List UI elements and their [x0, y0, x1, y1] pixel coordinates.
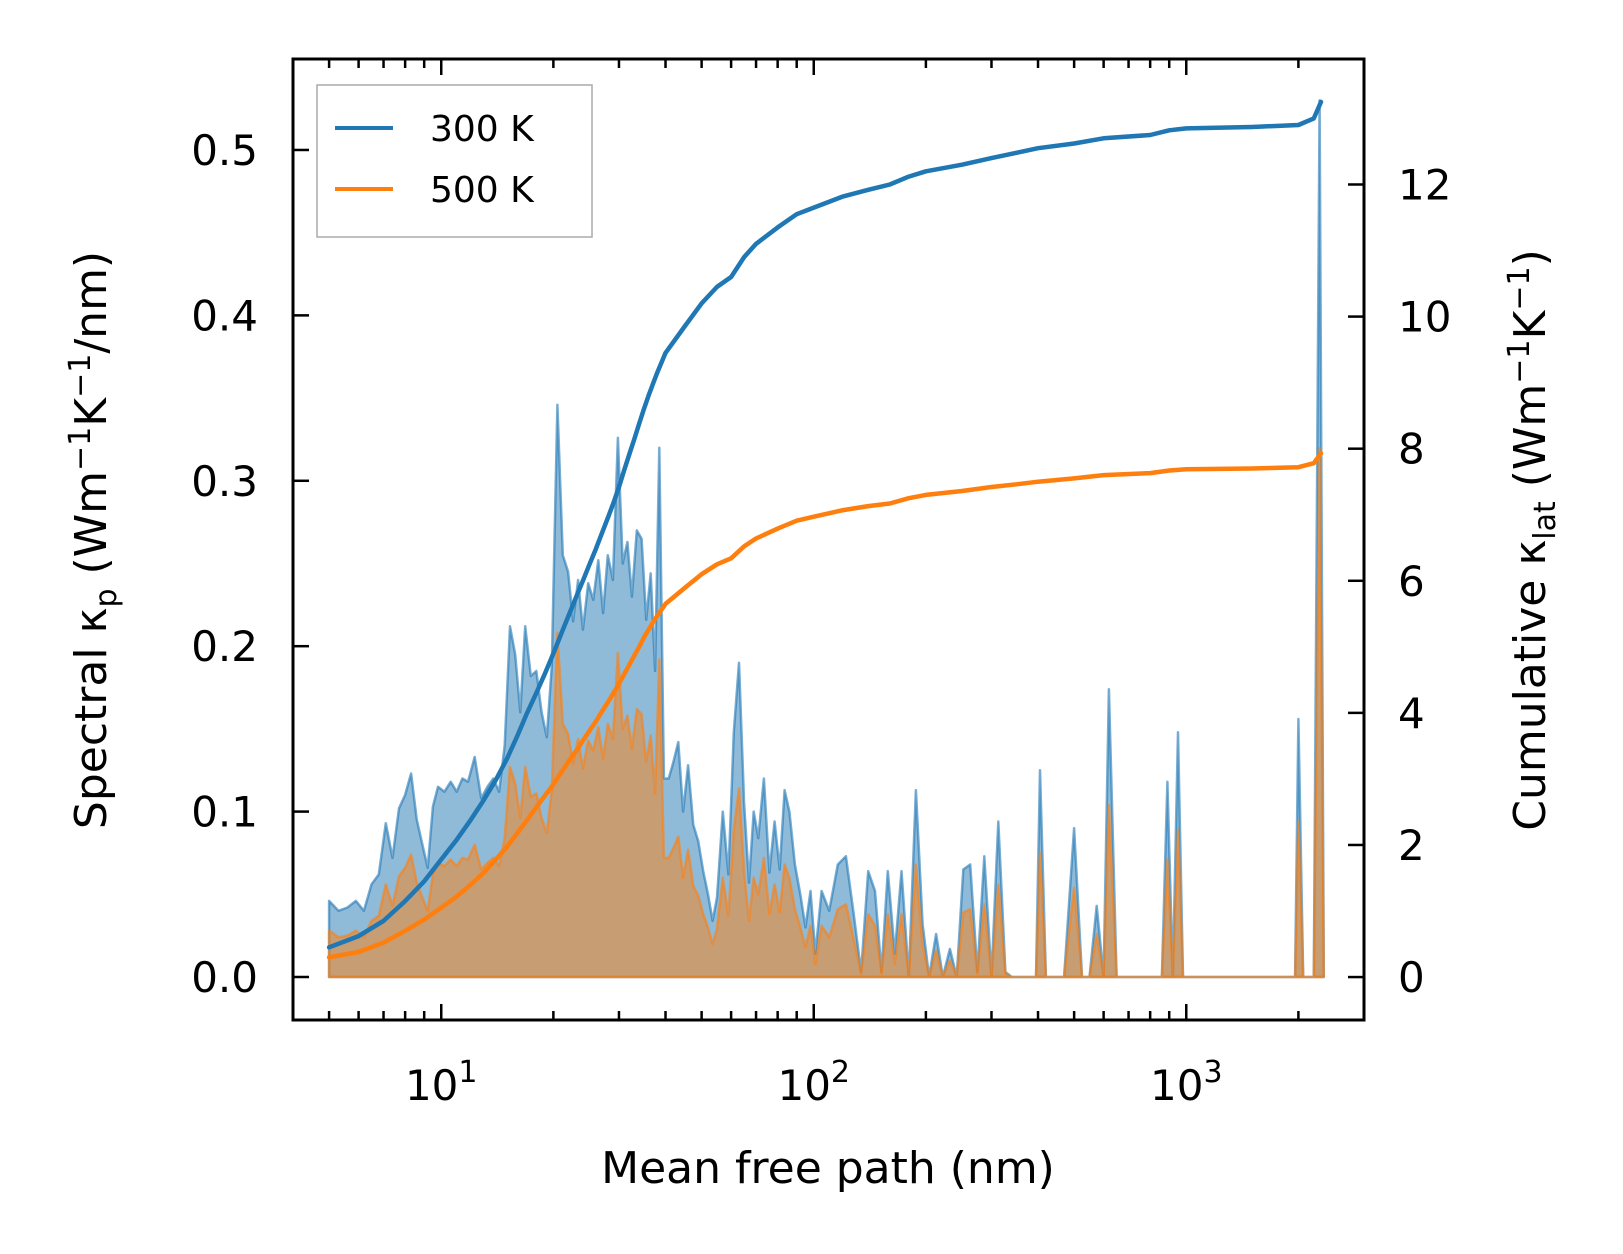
cumulative-line-300k: [326, 99, 1324, 950]
y-right-tick-label: 10: [1398, 293, 1451, 342]
cumulative-line-500k: [326, 451, 1324, 960]
tick-labels: 101 102 103 0.0 0.1 0.2 0.3 0.4 0.5 0 2 4 6 8 10 12: [191, 126, 1451, 1110]
y-left-tick-label: 0.1: [191, 788, 258, 837]
y-left-tick-label: 0.3: [191, 457, 258, 506]
plot-frame: [291, 57, 1366, 1022]
series-lines: [326, 99, 1324, 960]
y-left-tick-label: 0.2: [191, 622, 258, 671]
spectral-fills: [327, 99, 1326, 979]
y-left-tick-label: 0.0: [191, 953, 258, 1002]
y-right-tick-label: 6: [1398, 557, 1425, 606]
y-right-tick-label: 4: [1398, 689, 1425, 738]
x-tick-label: 103: [1150, 1055, 1223, 1110]
legend-box: [316, 84, 593, 238]
y-right-tick-label: 12: [1398, 160, 1451, 209]
x-axis-title: Mean free path (nm): [601, 1143, 1055, 1194]
legend: 300 K 500 K: [316, 84, 593, 238]
right-axis-title: Cumulative κlat (Wm−1K−1): [1502, 249, 1563, 831]
legend-label-300k: 300 K: [430, 109, 535, 150]
legend-label-500k: 500 K: [430, 170, 535, 211]
y-right-tick-label: 0: [1398, 953, 1425, 1002]
x-tick-label: 102: [777, 1055, 850, 1110]
y-right-tick-label: 8: [1398, 425, 1425, 474]
x-tick-label: 101: [405, 1055, 478, 1110]
left-axis-title: Spectral κp (Wm−1K−1/nm): [63, 251, 124, 829]
y-right-tick-label: 2: [1398, 821, 1425, 870]
spectral-area-500k: [327, 446, 1326, 979]
y-left-tick-label: 0.5: [191, 126, 258, 175]
y-left-tick-label: 0.4: [191, 291, 258, 340]
